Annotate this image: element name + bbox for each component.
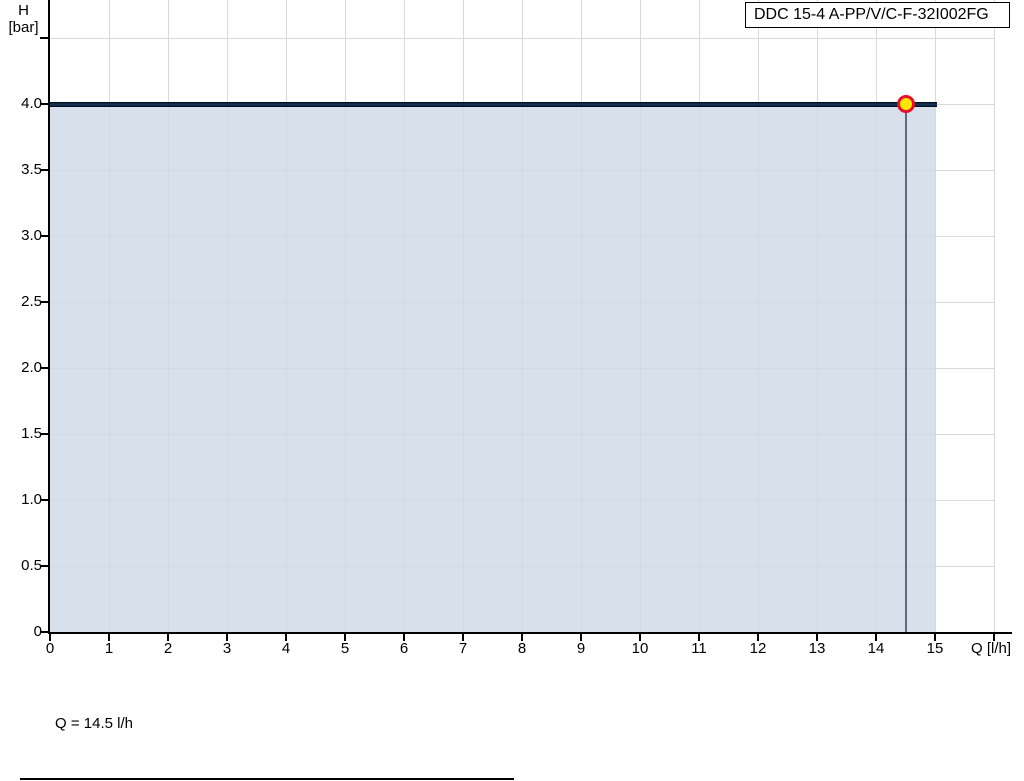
x-tick-label: 14 [867,640,885,657]
x-tick-label: 12 [749,640,767,657]
x-tick [993,634,995,641]
x-tick-label: 5 [340,640,350,657]
y-axis-label: H [bar] [0,2,47,36]
footer-divider [20,778,514,780]
y-tick [40,103,48,105]
y-tick [40,499,48,501]
y-tick-label: 4.0 [21,95,42,112]
x-tick [816,634,818,641]
x-tick [403,634,405,641]
x-tick-label: 1 [104,640,114,657]
x-tick-label: 0 [45,640,55,657]
gridline-x [934,0,936,632]
annotation-flow: Q = 14.5 l/h [55,714,133,732]
y-axis-line [48,0,50,634]
x-tick [757,634,759,641]
x-tick-label: 8 [517,640,527,657]
y-tick-label: 3.0 [21,227,42,244]
x-tick-label: 7 [458,640,468,657]
x-axis-line [48,632,1012,634]
x-tick [875,634,877,641]
pump-curve-line [50,101,937,107]
y-tick-label: 1.0 [21,491,42,508]
gridline-x [993,0,995,632]
annotation-block: Q = 14.5 l/h H = 4 bar Pumped liquid = W… [55,668,347,781]
x-tick [462,634,464,641]
y-tick-label: 2.0 [21,359,42,376]
y-tick-label: 0 [33,623,42,640]
x-tick [344,634,346,641]
x-tick-label: 3 [222,640,232,657]
x-tick-label: 2 [163,640,173,657]
x-tick [639,634,641,641]
x-tick [108,634,110,641]
y-tick [40,169,48,171]
y-tick [40,367,48,369]
x-tick-label: 10 [631,640,649,657]
operating-point-drop-line [904,112,907,632]
y-tick [40,631,48,633]
y-tick [40,37,48,39]
y-tick [40,301,48,303]
x-tick [49,634,51,641]
y-tick [40,565,48,567]
x-tick [934,634,936,641]
operating-point-marker [896,95,915,113]
x-tick [285,634,287,641]
x-tick-label: 15 [926,640,944,657]
gridline-y [50,37,994,39]
y-tick-label: 1.5 [21,425,42,442]
y-axis-label-unit: [bar] [8,19,39,36]
product-title-box: DDC 15-4 A-PP/V/C-F-32I002FG [745,2,1010,28]
x-tick [521,634,523,641]
x-tick-label: 6 [399,640,409,657]
x-tick-label: 13 [808,640,826,657]
y-tick-label: 0.5 [21,557,42,574]
y-tick-label: 3.5 [21,161,42,178]
x-tick [580,634,582,641]
x-axis-label: Q [l/h] [970,640,1011,657]
x-tick [698,634,700,641]
y-axis-label-quantity: H [18,2,29,19]
x-tick-label: 11 [691,640,707,657]
x-tick [226,634,228,641]
pump-curve-area [50,106,935,632]
y-tick-label: 2.5 [21,293,42,310]
y-tick [40,235,48,237]
y-tick [40,433,48,435]
x-tick-label: 4 [281,640,291,657]
x-tick-label: 9 [576,640,586,657]
x-tick [167,634,169,641]
